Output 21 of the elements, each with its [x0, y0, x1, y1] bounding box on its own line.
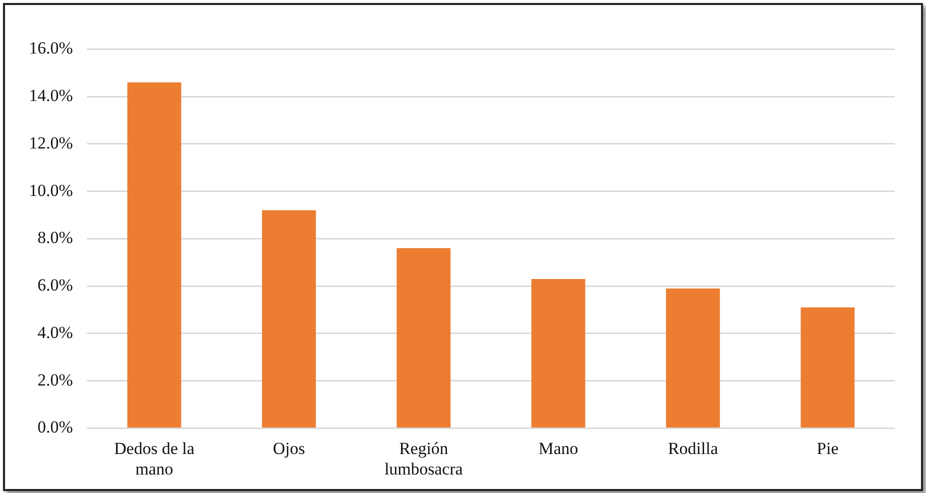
- bar: [127, 82, 182, 428]
- x-tick-label: Ojos: [272, 438, 305, 458]
- bar: [262, 210, 316, 428]
- y-tick-label: 8.0%: [37, 228, 73, 248]
- y-tick-label: 10.0%: [28, 180, 73, 200]
- x-tick-label: Dedos de la mano: [114, 438, 195, 478]
- bar: [666, 288, 720, 428]
- y-tick-label: 0.0%: [37, 418, 73, 437]
- x-tick-label: Mano: [538, 438, 578, 458]
- bar: [800, 307, 855, 428]
- bar: [531, 278, 586, 428]
- x-tick-label: Pie: [816, 438, 839, 458]
- y-tick-label: 4.0%: [37, 322, 73, 342]
- bar: [396, 248, 451, 428]
- x-tick-label: Rodilla: [668, 438, 718, 458]
- y-tick-label: 16.0%: [28, 38, 73, 58]
- x-tick-label: Región lumbosacra: [384, 438, 464, 478]
- y-tick-label: 14.0%: [28, 86, 73, 106]
- y-tick-label: 12.0%: [28, 133, 73, 152]
- y-tick-label: 2.0%: [37, 370, 73, 390]
- y-tick-label: 6.0%: [37, 276, 73, 295]
